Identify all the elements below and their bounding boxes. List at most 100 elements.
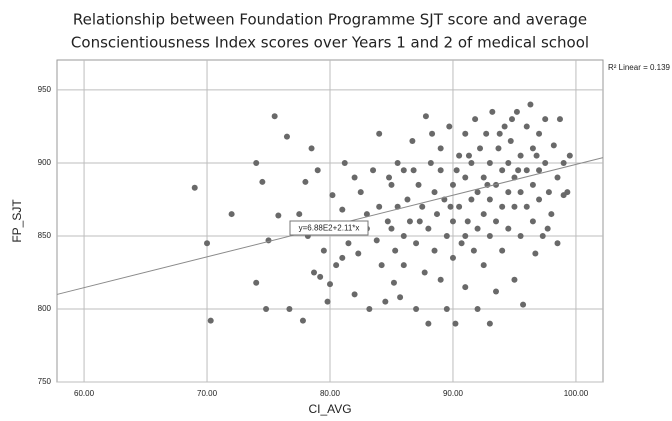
point	[433, 211, 440, 218]
point	[554, 240, 561, 247]
point	[520, 301, 527, 308]
point	[425, 320, 432, 327]
y-tick-label: 900	[38, 158, 52, 167]
point	[529, 181, 536, 188]
point	[560, 159, 567, 166]
point	[378, 262, 385, 269]
point	[400, 262, 407, 269]
point	[532, 250, 539, 257]
point	[339, 254, 346, 261]
point	[366, 305, 373, 312]
point	[566, 152, 573, 159]
point	[545, 189, 552, 196]
point	[483, 130, 490, 137]
point	[505, 189, 512, 196]
point	[392, 247, 399, 254]
point	[253, 279, 260, 286]
point	[523, 203, 530, 210]
point	[496, 130, 503, 137]
point	[458, 240, 465, 247]
point	[351, 291, 358, 298]
point	[474, 305, 481, 312]
point	[499, 167, 506, 174]
point	[437, 167, 444, 174]
point	[517, 152, 524, 159]
point	[544, 225, 551, 232]
point	[499, 247, 506, 254]
point	[462, 232, 469, 239]
point	[493, 218, 500, 225]
point	[363, 211, 370, 218]
point	[523, 123, 530, 130]
point	[421, 269, 428, 276]
point	[517, 232, 524, 239]
point	[447, 203, 454, 210]
point	[409, 138, 416, 145]
point	[511, 276, 518, 283]
point	[556, 116, 563, 123]
point	[351, 174, 358, 181]
chart-subtitle: Conscientiousness Index scores over Year…	[71, 34, 589, 52]
y-tick-label: 750	[38, 377, 52, 386]
point	[427, 159, 434, 166]
point	[324, 298, 331, 305]
point	[314, 167, 321, 174]
point	[437, 276, 444, 283]
point	[437, 145, 444, 152]
chart-title: Relationship between Foundation Programm…	[73, 11, 587, 29]
point	[465, 152, 472, 159]
annotation: y=6.88E2+2.11*x	[299, 224, 360, 233]
point	[495, 145, 502, 152]
point	[443, 232, 450, 239]
point	[299, 317, 306, 324]
point	[422, 113, 429, 120]
point	[529, 218, 536, 225]
point	[400, 232, 407, 239]
point	[449, 181, 456, 188]
point	[339, 206, 346, 213]
x-axis-label: CI_AVG	[308, 402, 351, 416]
point	[271, 113, 278, 120]
point	[425, 225, 432, 232]
point	[449, 218, 456, 225]
point	[529, 145, 536, 152]
point	[400, 167, 407, 174]
point	[452, 320, 459, 327]
point	[539, 232, 546, 239]
point	[327, 281, 333, 288]
point	[527, 101, 534, 108]
point	[470, 247, 477, 254]
point	[341, 159, 348, 166]
point	[507, 138, 514, 145]
point	[404, 196, 411, 203]
point	[554, 174, 561, 181]
point	[329, 192, 336, 199]
point	[462, 284, 469, 291]
point	[486, 159, 493, 166]
point	[453, 167, 460, 174]
point	[446, 123, 453, 130]
point	[386, 174, 393, 181]
point	[536, 196, 543, 203]
point	[511, 203, 518, 210]
point	[355, 250, 362, 257]
point	[413, 305, 420, 312]
point	[564, 189, 571, 196]
point	[480, 262, 487, 269]
point	[429, 130, 436, 137]
point	[333, 262, 340, 269]
x-tick-label: 70.00	[197, 389, 218, 398]
point	[191, 184, 198, 191]
point	[509, 116, 515, 123]
x-tick-label: 60.00	[74, 389, 95, 398]
point	[550, 142, 557, 149]
point	[474, 225, 481, 232]
point	[376, 130, 383, 137]
r2-label: R² Linear = 0.139	[608, 63, 671, 72]
point	[311, 269, 318, 276]
point	[382, 298, 389, 305]
point	[443, 305, 450, 312]
point	[464, 218, 471, 225]
point	[468, 196, 475, 203]
